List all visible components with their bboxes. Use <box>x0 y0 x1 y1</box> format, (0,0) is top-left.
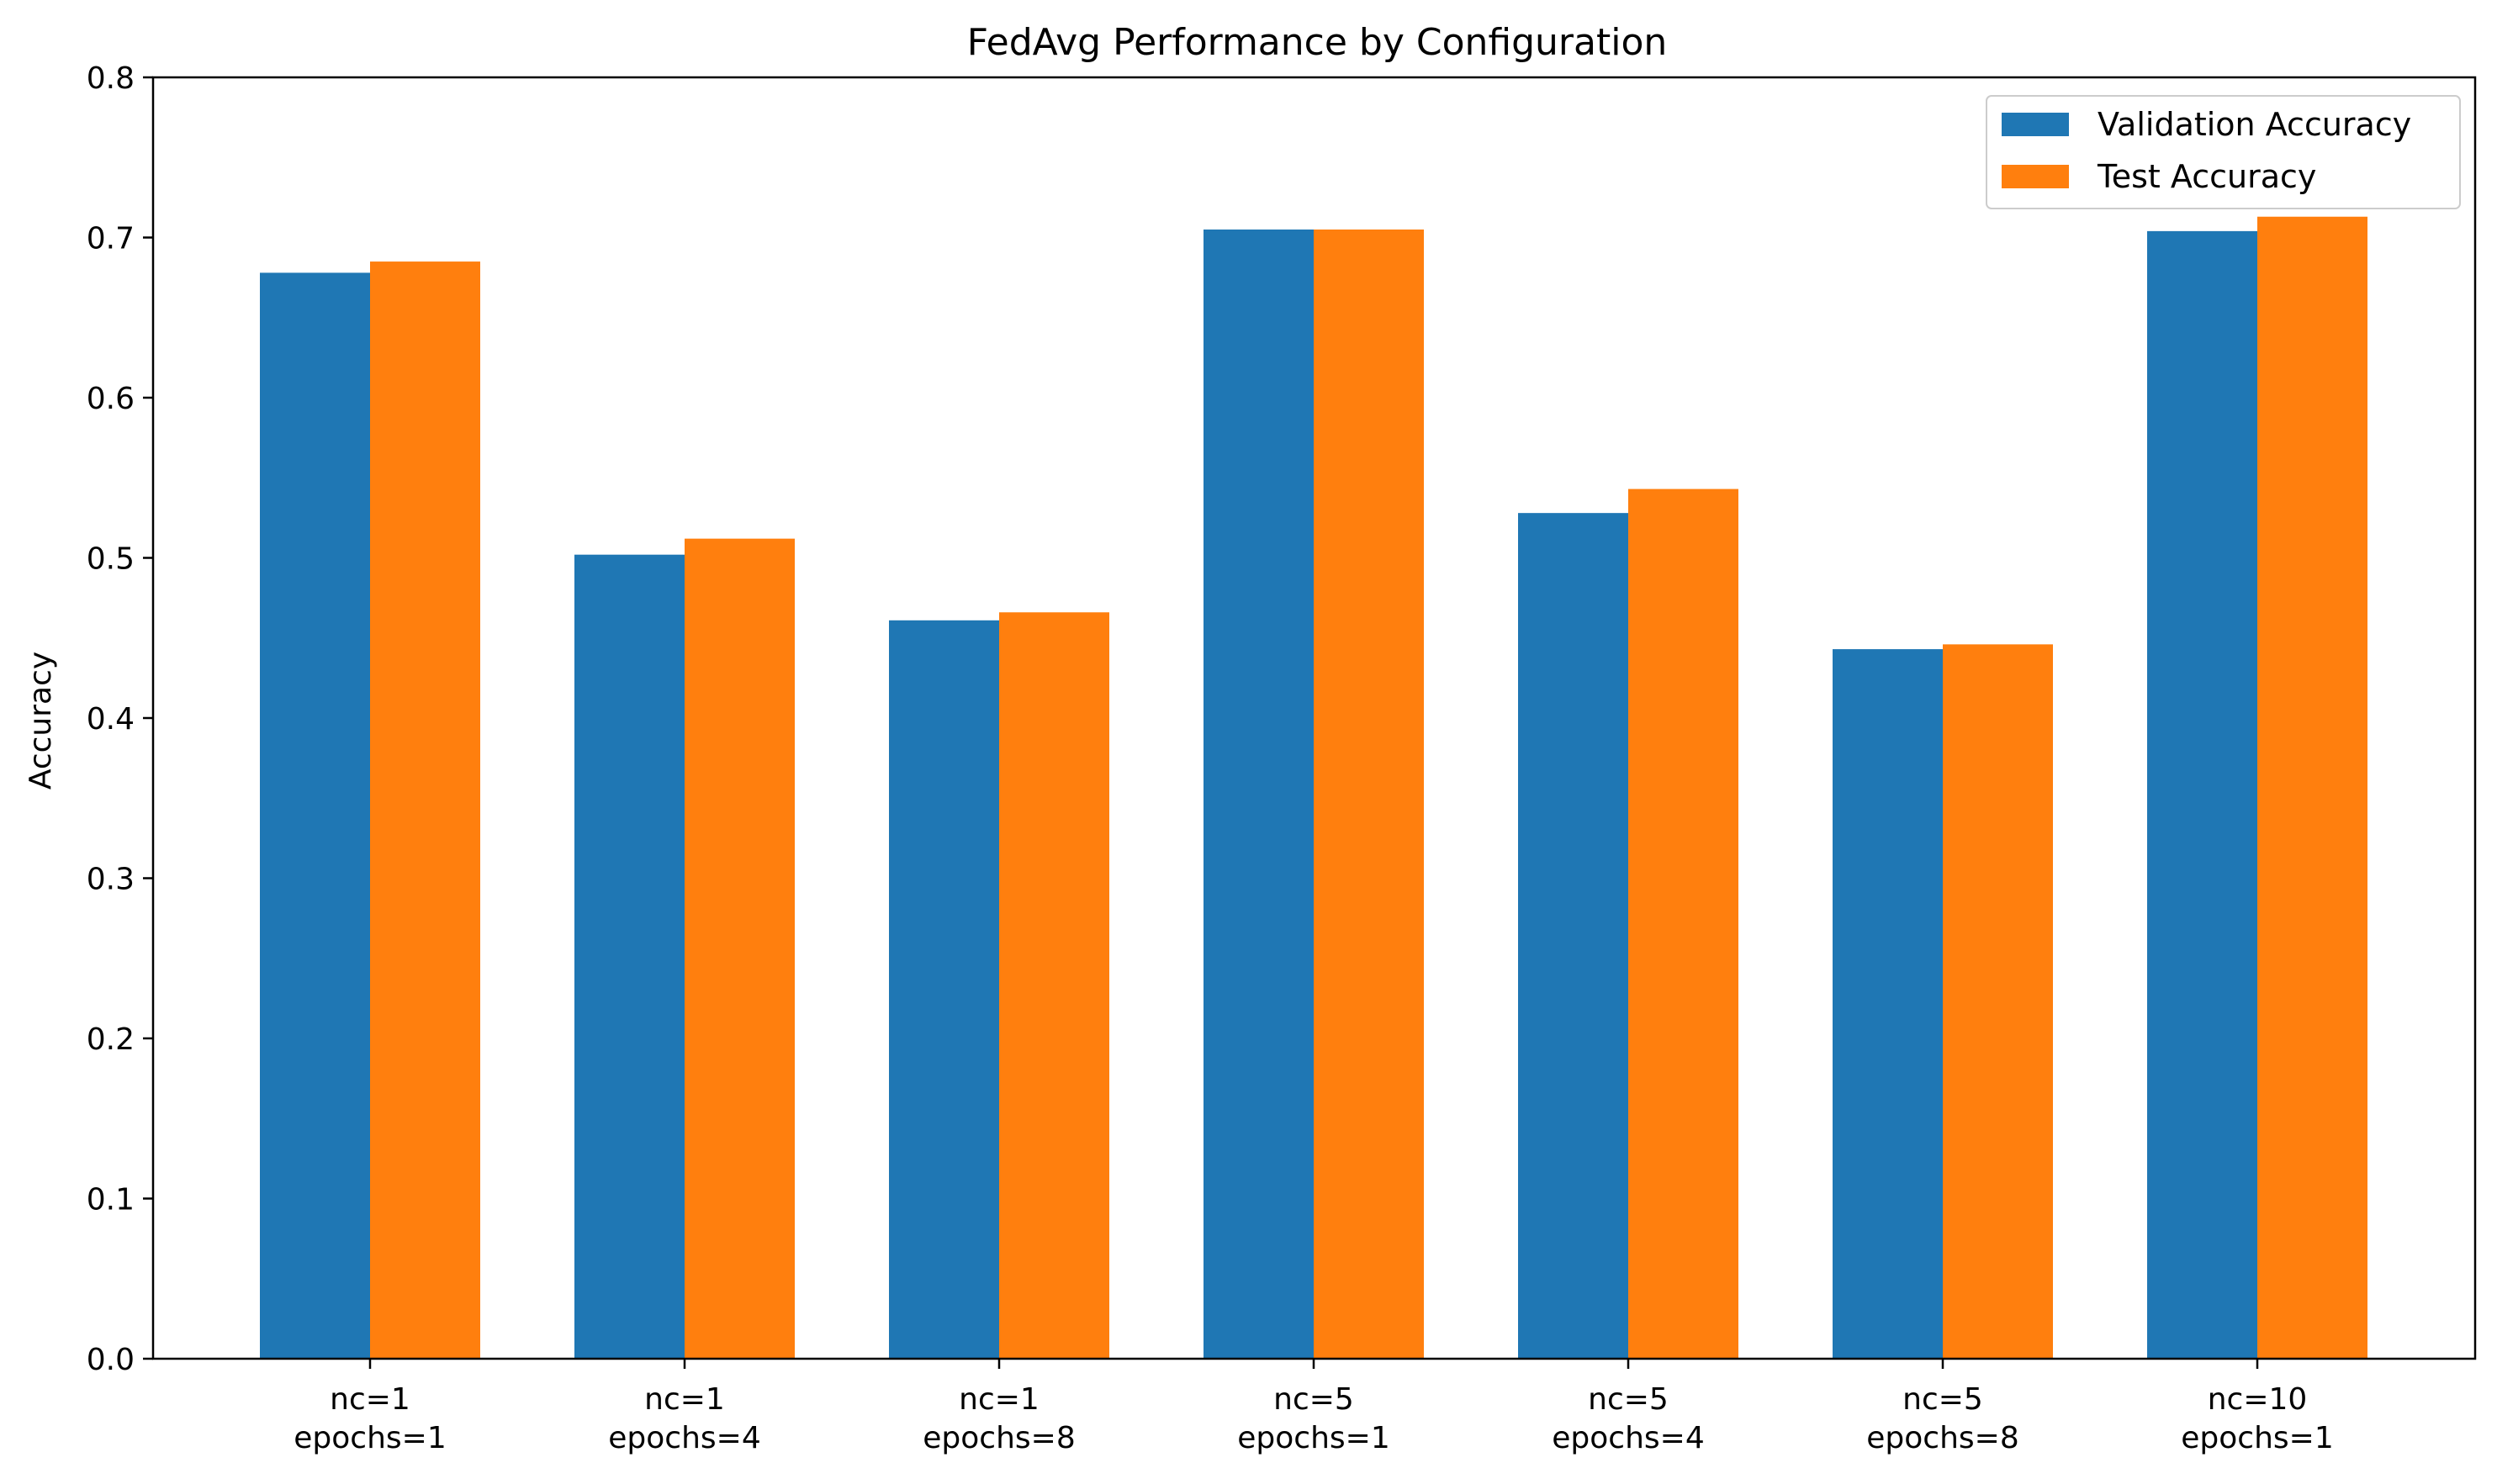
y-tick-label: 0.1 <box>87 1183 135 1217</box>
x-tick-label: nc=1 <box>644 1382 725 1417</box>
axes-layer: 0.0 0.1 0.2 0.3 0.4 0.5 0.6 0.7 0.8 nc=1 epochs=1 n… <box>87 61 2477 1455</box>
bar-validation-5 <box>1833 649 1943 1359</box>
x-tick-label: epochs=4 <box>1552 1421 1704 1455</box>
bar-validation-3 <box>1204 229 1314 1360</box>
y-tick-label: 0.2 <box>87 1022 135 1057</box>
bar-test-1 <box>685 538 795 1359</box>
x-tick-label: epochs=4 <box>608 1421 760 1455</box>
bars-layer <box>260 216 2367 1360</box>
y-tick-label: 0.0 <box>87 1343 135 1377</box>
bar-test-5 <box>1943 644 2053 1359</box>
y-tick-label: 0.6 <box>87 382 135 416</box>
bar-test-6 <box>2257 216 2367 1359</box>
x-tick-label: epochs=1 <box>294 1421 446 1455</box>
legend-swatch-validation <box>2002 113 2069 136</box>
bar-test-3 <box>1314 229 1424 1360</box>
y-axis-label: Accuracy <box>24 652 58 790</box>
legend-box <box>1986 95 2461 209</box>
x-tick-label: nc=5 <box>1273 1382 1354 1417</box>
bar-test-2 <box>999 612 1109 1359</box>
x-tick-label: epochs=1 <box>1237 1421 1389 1455</box>
bar-validation-0 <box>260 272 370 1359</box>
legend: Validation Accuracy Test Accuracy <box>1986 95 2461 209</box>
legend-swatch-test <box>2002 165 2069 188</box>
x-tick-label: epochs=1 <box>2181 1421 2333 1455</box>
x-tick-label: nc=5 <box>1588 1382 1669 1417</box>
x-tick-label: nc=10 <box>2208 1382 2308 1417</box>
y-tick-label: 0.7 <box>87 222 135 256</box>
bar-test-0 <box>370 261 480 1360</box>
x-tick-label: nc=5 <box>1902 1382 1983 1417</box>
x-tick-label: epochs=8 <box>1866 1421 2018 1455</box>
y-tick-label: 0.8 <box>87 61 135 96</box>
y-tick-label: 0.3 <box>87 863 135 897</box>
legend-label-test: Test Accuracy <box>2097 158 2316 195</box>
y-tick-label: 0.5 <box>87 542 135 577</box>
bar-validation-1 <box>574 554 685 1359</box>
chart-title: FedAvg Performance by Configuration <box>967 21 1668 64</box>
bar-test-4 <box>1628 489 1738 1360</box>
x-tick-label: epochs=8 <box>923 1421 1075 1455</box>
bar-validation-6 <box>2147 230 2257 1359</box>
x-tick-label: nc=1 <box>330 1382 410 1417</box>
x-tick-label: nc=1 <box>959 1382 1040 1417</box>
y-tick-label: 0.4 <box>87 702 135 737</box>
legend-label-validation: Validation Accuracy <box>2098 106 2411 143</box>
bar-validation-2 <box>889 620 999 1359</box>
bar-validation-4 <box>1518 513 1628 1359</box>
